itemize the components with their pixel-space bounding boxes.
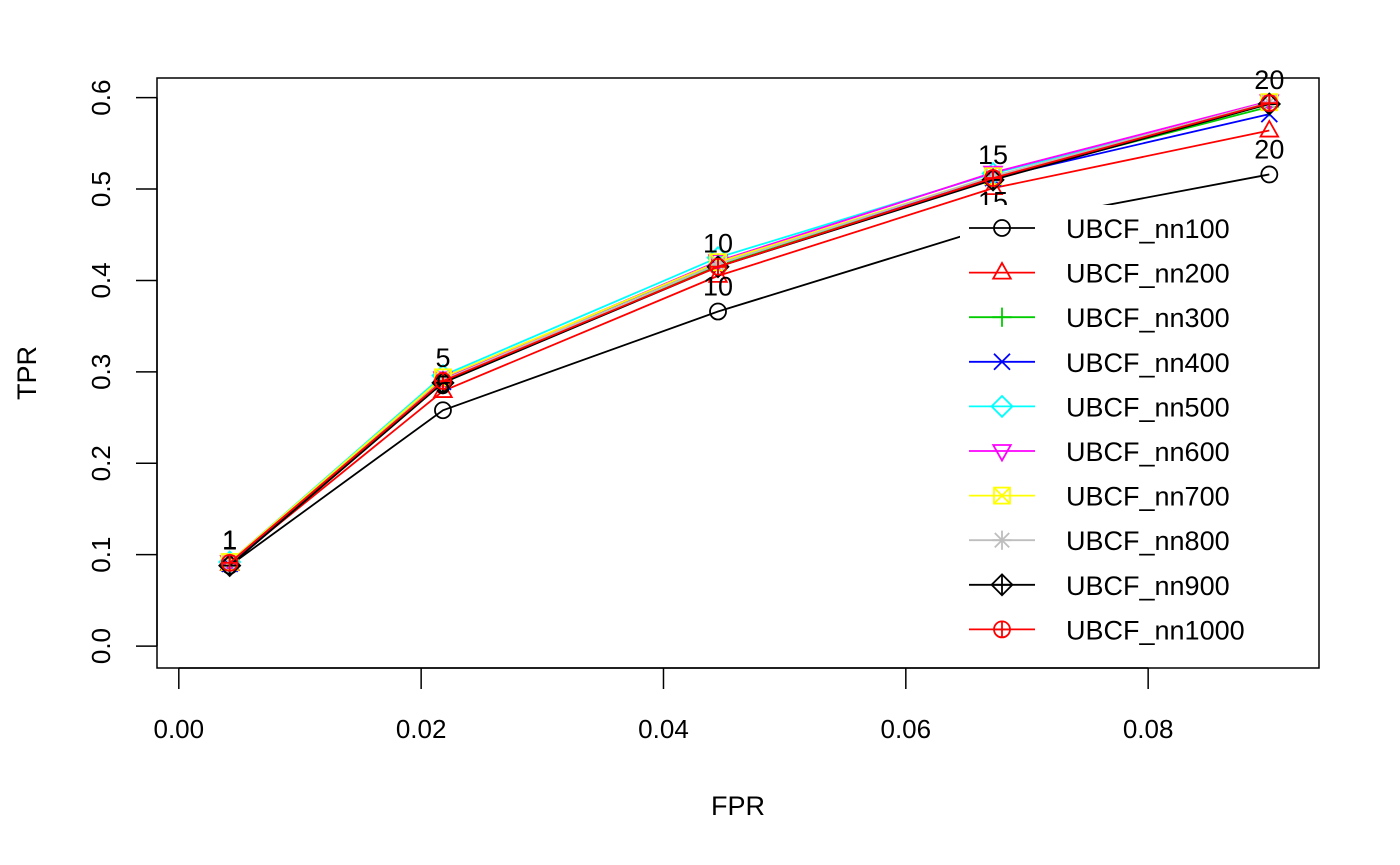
point-label: 1 <box>222 526 237 556</box>
legend-item: UBCF_nn900 <box>969 571 1230 601</box>
data-point <box>220 553 239 572</box>
legend-marker <box>992 307 1012 327</box>
y-tick-label: 0.0 <box>86 628 116 664</box>
legend-marker <box>992 530 1012 550</box>
point-label: 5 <box>435 370 450 400</box>
legend-label: UBCF_nn800 <box>1066 526 1230 556</box>
legend-label: UBCF_nn700 <box>1066 482 1230 512</box>
legend-background <box>960 205 1290 650</box>
point-label: 5 <box>435 343 450 373</box>
point-label: 10 <box>703 272 733 302</box>
legend-marker <box>990 394 1014 419</box>
legend-marker <box>993 620 1011 639</box>
legend-marker <box>993 486 1011 505</box>
legend: UBCF_nn100 UBCF_nn200 UBCF_nn300 UBCF_nn400… <box>960 205 1290 650</box>
legend-marker <box>990 573 1014 597</box>
legend-item: UBCF_nn700 <box>969 482 1230 512</box>
data-point <box>1258 119 1280 138</box>
y-tick-label: 0.2 <box>86 445 116 481</box>
data-point <box>984 169 1002 187</box>
legend-item: UBCF_nn400 <box>969 348 1230 378</box>
y-axis-title: TPR <box>12 346 42 400</box>
y-tick-label: 0.1 <box>86 537 116 573</box>
legend-item: UBCF_nn300 <box>969 303 1230 333</box>
legend-marker <box>991 444 1013 463</box>
legend-item: UBCF_nn1000 <box>969 615 1245 645</box>
legend-label: UBCF_nn1000 <box>1066 615 1245 645</box>
series-layer <box>218 92 1281 578</box>
legend-label: UBCF_nn400 <box>1066 348 1230 378</box>
x-tick-label: 0.02 <box>396 714 447 744</box>
legend-item: UBCF_nn500 <box>969 392 1230 422</box>
legend-marker <box>993 219 1011 237</box>
legend-label: UBCF_nn900 <box>1066 571 1230 601</box>
x-tick-label: 0.08 <box>1123 714 1174 744</box>
point-label: 1 <box>222 525 237 555</box>
point-label: 20 <box>1254 134 1284 164</box>
data-point <box>1260 165 1279 184</box>
data-point <box>434 372 452 390</box>
legend-marker <box>991 261 1013 280</box>
data-point <box>434 401 452 420</box>
legend-label: UBCF_nn600 <box>1066 437 1230 467</box>
point-label: 20 <box>1254 65 1284 95</box>
x-axis-title: FPR <box>711 791 765 821</box>
legend-label: UBCF_nn100 <box>1066 214 1230 244</box>
y-tick-label: 0.6 <box>86 80 116 116</box>
y-tick-label: 0.3 <box>86 354 116 390</box>
y-tick-label: 0.5 <box>86 171 116 207</box>
y-tick-label: 0.4 <box>86 262 116 298</box>
legend-label: UBCF_nn300 <box>1066 303 1230 333</box>
legend-item: UBCF_nn100 <box>969 214 1230 244</box>
series-UBCF_nn1000 <box>220 94 1279 572</box>
x-axis: 0.00 0.02 0.04 0.06 0.08 <box>154 667 1174 744</box>
legend-label: UBCF_nn500 <box>1066 392 1230 422</box>
data-point <box>709 302 727 321</box>
data-point <box>1260 94 1279 113</box>
legend-label: UBCF_nn200 <box>1066 259 1230 289</box>
point-label: 15 <box>978 140 1008 170</box>
x-tick-label: 0.06 <box>881 714 932 744</box>
legend-marker <box>993 353 1011 371</box>
point-label: 10 <box>703 229 733 259</box>
x-tick-label: 0.00 <box>154 714 205 744</box>
data-point <box>709 257 727 276</box>
legend-item: UBCF_nn600 <box>969 437 1230 467</box>
legend-item: UBCF_nn800 <box>969 526 1230 556</box>
plot-box <box>156 77 1320 669</box>
legend-item: UBCF_nn200 <box>969 259 1230 289</box>
x-tick-label: 0.04 <box>638 714 689 744</box>
